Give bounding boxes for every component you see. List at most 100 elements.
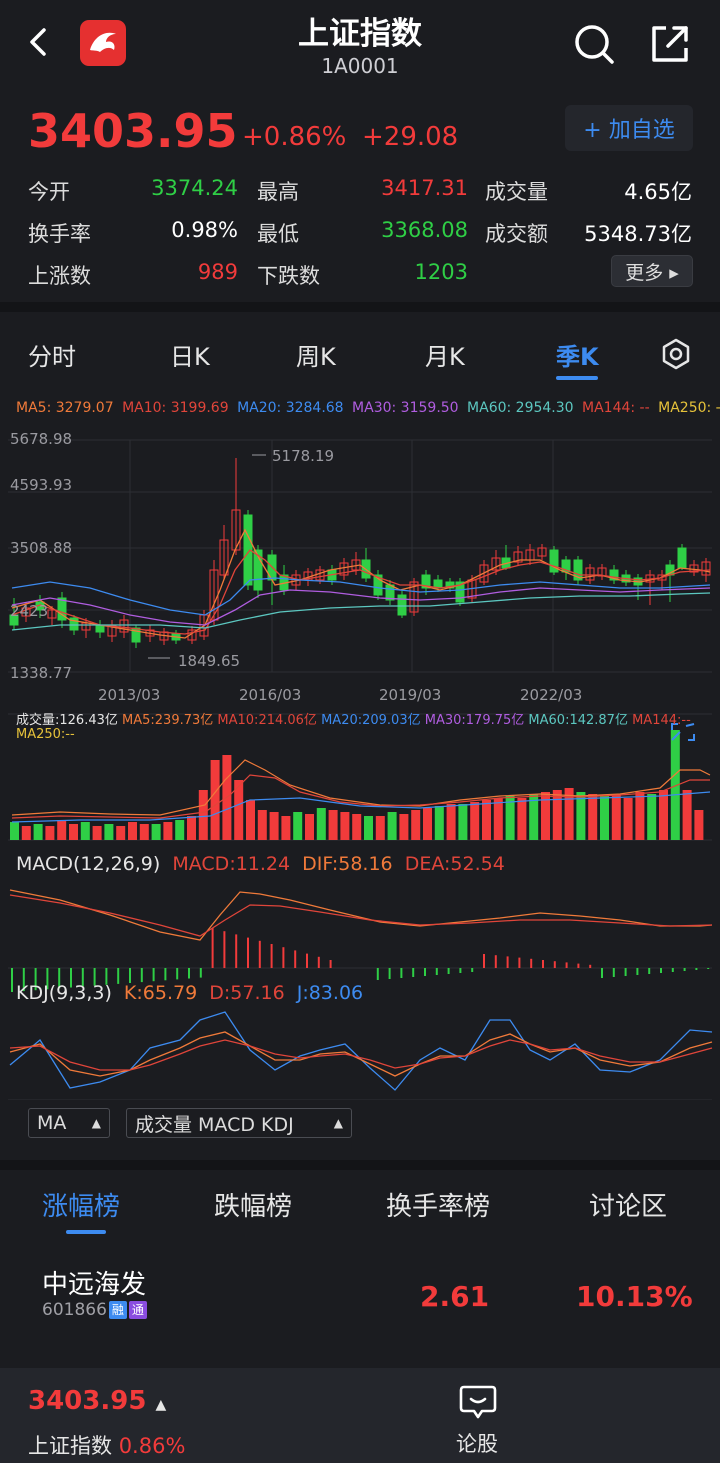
- vol-ma30: MA30:179.75亿: [424, 713, 525, 728]
- dif-value: DIF:58.16: [302, 853, 393, 875]
- candle-body: [131, 627, 141, 643]
- fullscreen-icon[interactable]: [671, 723, 695, 741]
- amount-value: 5348.73亿: [584, 222, 692, 246]
- low-value: 3368.08: [381, 218, 468, 242]
- volume-bar: [670, 730, 680, 840]
- macd-name: MACD(12,26,9): [16, 853, 161, 875]
- volume-bar: [682, 790, 692, 840]
- search-icon[interactable]: [572, 22, 616, 66]
- active-rank-indicator: [66, 1230, 106, 1234]
- volume-bar: [600, 796, 609, 840]
- ma10-value: MA10: 3199.69: [122, 400, 229, 416]
- open-value: 3374.24: [151, 176, 238, 200]
- volume-value: 4.65亿: [624, 180, 692, 204]
- price-tick: 4593.93: [10, 476, 73, 494]
- candle-body: [219, 539, 229, 576]
- settings-gear-icon[interactable]: [660, 338, 692, 370]
- volume-bar: [45, 826, 55, 840]
- candle-body: [491, 557, 501, 571]
- bottom-bar: [0, 1368, 720, 1463]
- tab-monthly[interactable]: 月K: [425, 343, 465, 371]
- volume-bar: [293, 812, 303, 840]
- volume-bar: [659, 790, 668, 840]
- volume-bar: [257, 810, 267, 840]
- ma60-line: [11, 592, 711, 631]
- tab-losers[interactable]: 跌幅榜: [214, 1192, 293, 1222]
- volume-bar: [187, 816, 196, 840]
- volume-legend: 成交量:126.43亿 MA5:239.73亿 MA10:214.06亿 MA2…: [16, 709, 691, 728]
- kline-chart[interactable]: 5178.19 1849.65: [0, 420, 720, 1100]
- active-tab-indicator: [556, 376, 598, 380]
- volume-bar: [69, 824, 78, 840]
- price-tick: 3508.88: [10, 539, 73, 557]
- candle-body: [573, 559, 583, 581]
- volume-ma-lines: [11, 759, 711, 823]
- volume-bar: [246, 800, 255, 840]
- volume-bar: [364, 816, 373, 840]
- candle-body: [187, 629, 197, 641]
- volume-bar: [352, 814, 362, 840]
- volume-bar: [482, 800, 491, 840]
- back-arrow-icon[interactable]: [20, 22, 56, 62]
- index-code: 1A0001: [321, 54, 399, 78]
- tab-gainers[interactable]: 涨幅榜: [42, 1192, 121, 1222]
- section-divider: [0, 302, 720, 312]
- ma5-line: [11, 528, 711, 639]
- low-label: 最低: [257, 222, 299, 246]
- candle-body: [57, 597, 67, 621]
- high-value: 3417.31: [381, 176, 468, 200]
- discuss-stock-label[interactable]: 论股: [456, 1432, 498, 1456]
- tab-intraday[interactable]: 分时: [28, 343, 76, 371]
- volume-bar: [21, 826, 31, 840]
- volume-bar: [493, 798, 503, 840]
- candle-body: [513, 551, 523, 563]
- stock-code-row: 601866 融 通: [42, 1300, 147, 1320]
- stock-change-percent: 10.13%: [576, 1280, 693, 1313]
- volume-bar: [647, 794, 657, 840]
- candle-body: [455, 581, 465, 603]
- bottom-index-pct: 0.86%: [118, 1434, 186, 1458]
- main-indicator-value: MA: [37, 1112, 67, 1134]
- margin-tag: 融: [108, 1301, 127, 1319]
- macd-lines: [9, 889, 713, 941]
- moving-average-lines: [11, 528, 711, 639]
- candle-body: [243, 514, 253, 586]
- candle-body: [119, 619, 129, 633]
- date-tick: 2013/03: [98, 686, 161, 704]
- volume-bar: [305, 814, 314, 840]
- candle-body: [421, 574, 431, 589]
- connect-tag: 通: [128, 1301, 147, 1319]
- more-button[interactable]: 更多 ▸: [611, 255, 693, 287]
- tab-weekly[interactable]: 周K: [296, 343, 336, 371]
- bottom-index: 上证指数 0.86%: [28, 1430, 185, 1460]
- price-grid: [8, 439, 712, 673]
- main-indicator-select[interactable]: MA ▲: [28, 1108, 110, 1138]
- high-label: 最高: [257, 180, 299, 204]
- candle-body: [231, 509, 241, 551]
- candle-body: [677, 547, 687, 569]
- vol-ma5: MA5:239.73亿: [122, 713, 214, 728]
- share-icon[interactable]: [648, 22, 692, 66]
- volume-bar: [375, 816, 385, 840]
- tab-discussion[interactable]: 讨论区: [589, 1192, 668, 1222]
- volume-bar: [175, 820, 185, 840]
- sub-indicator-select[interactable]: 成交量 MACD KDJ ▲: [126, 1108, 352, 1138]
- advancers-label: 上涨数: [28, 264, 91, 288]
- change-amount: +29.08: [362, 122, 459, 152]
- candle-body: [373, 574, 383, 596]
- volume-bar: [10, 822, 19, 840]
- candle-body: [339, 562, 349, 576]
- tab-quarterly[interactable]: 季K: [556, 343, 599, 371]
- tab-turnover[interactable]: 换手率榜: [386, 1192, 491, 1222]
- add-watchlist-button[interactable]: + 加自选: [565, 105, 693, 151]
- advancers-value: 989: [197, 260, 238, 284]
- dea-value: DEA:52.54: [404, 853, 505, 875]
- ma5-value: MA5: 3279.07: [16, 400, 114, 416]
- stock-name: 中远海发: [42, 1270, 147, 1300]
- volume-bar: [116, 826, 126, 840]
- macd-legend: MACD(12,26,9) MACD:11.24 DIF:58.16 DEA:5…: [16, 853, 511, 875]
- tab-daily[interactable]: 日K: [170, 343, 210, 371]
- chat-bubble-icon[interactable]: [458, 1384, 498, 1420]
- decliners-value: 1203: [414, 260, 468, 284]
- candle-body: [397, 594, 407, 616]
